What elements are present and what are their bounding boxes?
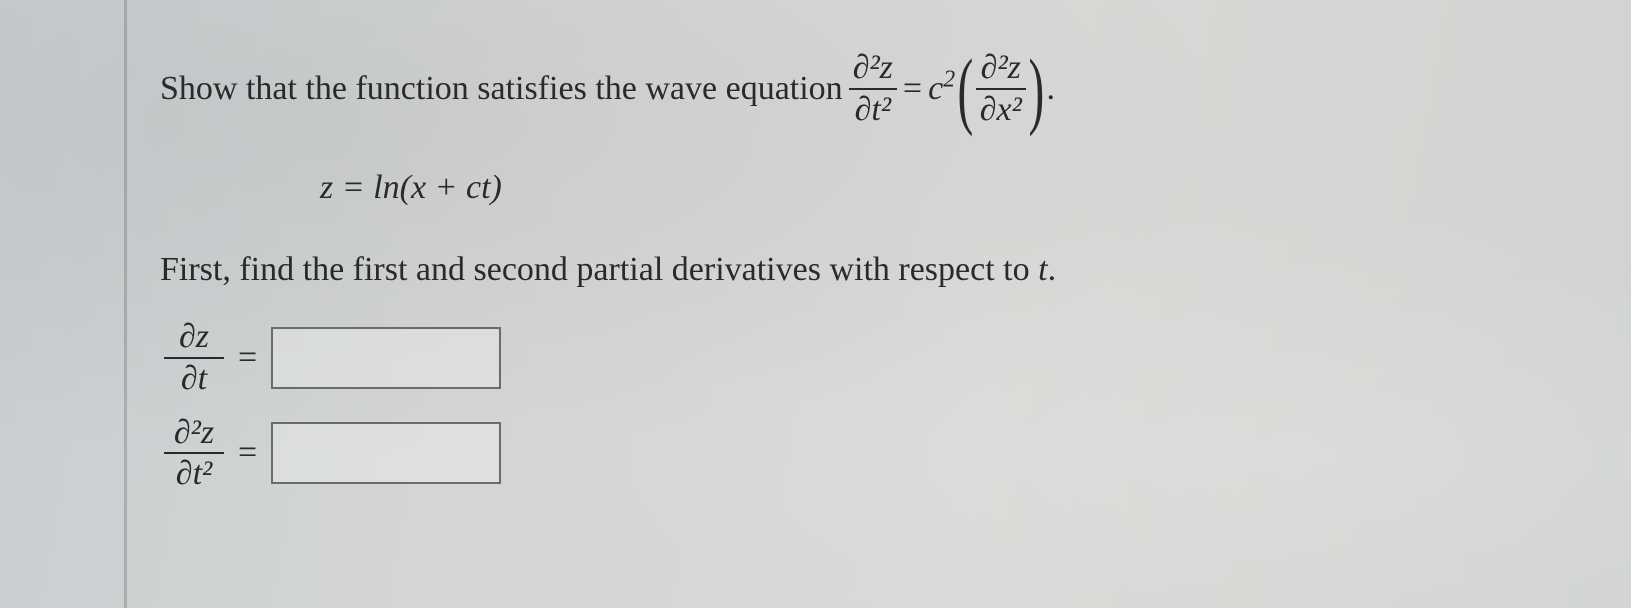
d2z-dt2-den: ∂t² [172, 456, 216, 492]
coef-exp: 2 [943, 66, 955, 92]
dz-dt-num: ∂z [175, 319, 213, 355]
wave-lhs-num: ∂²z [849, 50, 897, 86]
intro-text: Show that the function satisfies the wav… [160, 70, 843, 108]
d2z-dt2-num: ∂²z [170, 415, 218, 451]
fraction-bar [976, 88, 1026, 90]
wave-lhs-fraction: ∂²z ∂t² [849, 50, 897, 127]
answer-input-1[interactable] [271, 327, 501, 389]
fraction-bar [849, 88, 897, 90]
coef-c-squared: c2 [928, 70, 955, 108]
left-margin-rule [124, 0, 127, 608]
equals-sign: = [903, 70, 922, 108]
fraction-bar [164, 452, 224, 454]
left-paren-icon: ( [958, 59, 974, 119]
step-var: t [1038, 251, 1047, 288]
problem-area: Show that the function satisfies the wav… [130, 0, 1610, 520]
wave-rhs-den: ∂x² [976, 92, 1026, 128]
problem-statement: Show that the function satisfies the wav… [160, 50, 1580, 127]
function-definition: z = ln(x + ct) [320, 169, 1580, 207]
fraction-bar [164, 357, 224, 359]
step-text-b: . [1048, 251, 1057, 288]
dz-dt-fraction: ∂z ∂t [164, 319, 224, 396]
derivative-row-1: ∂z ∂t = [164, 319, 1580, 396]
answer-input-2[interactable] [271, 422, 501, 484]
derivative-row-2: ∂²z ∂t² = [164, 415, 1580, 492]
equals-sign: = [238, 339, 257, 377]
coef-base: c [928, 70, 943, 107]
period: . [1046, 70, 1055, 108]
right-paren-icon: ) [1028, 59, 1044, 119]
dz-dt-den: ∂t [177, 361, 211, 397]
wave-lhs-den: ∂t² [851, 92, 895, 128]
wave-rhs-num: ∂²z [977, 50, 1025, 86]
d2z-dt2-fraction: ∂²z ∂t² [164, 415, 224, 492]
step-instruction: First, find the first and second partial… [160, 251, 1580, 289]
wave-rhs-fraction: ∂²z ∂x² [976, 50, 1026, 127]
step-text-a: First, find the first and second partial… [160, 251, 1038, 288]
equals-sign: = [238, 434, 257, 472]
